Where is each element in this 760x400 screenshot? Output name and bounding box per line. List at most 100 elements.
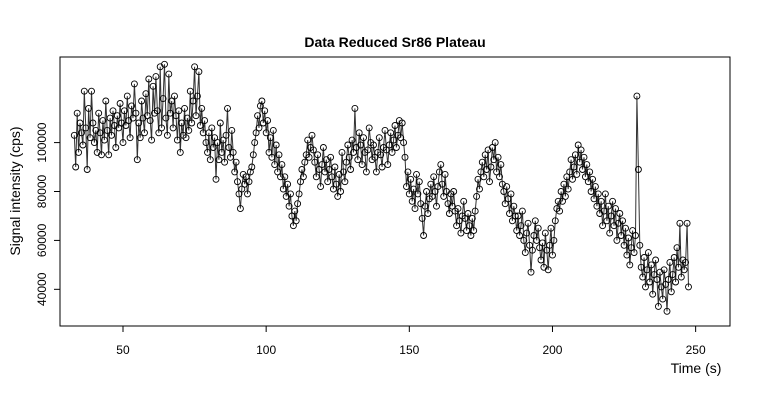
- data-point: [337, 188, 345, 195]
- data-point: [454, 205, 462, 213]
- data-point: [229, 148, 237, 156]
- data-point: [491, 139, 499, 147]
- data-point: [338, 148, 346, 156]
- data-point: [554, 197, 562, 205]
- data-point: [85, 104, 93, 112]
- data-point: [528, 246, 536, 254]
- data-point: [222, 131, 230, 139]
- data-point: [574, 141, 582, 149]
- data-point: [176, 148, 184, 156]
- data-point: [73, 109, 81, 117]
- data-point: [619, 217, 627, 225]
- data-point: [193, 92, 201, 100]
- data-point: [421, 202, 429, 210]
- data-point: [600, 207, 608, 215]
- data-point: [357, 141, 365, 149]
- data-point: [248, 163, 256, 171]
- data-point: [80, 87, 88, 95]
- data-point: [382, 146, 390, 154]
- data-point: [599, 222, 607, 230]
- data-point: [480, 173, 488, 181]
- data-point: [607, 212, 615, 220]
- data-point: [103, 126, 111, 134]
- data-point: [231, 168, 239, 176]
- data-point: [327, 153, 335, 161]
- data-point: [644, 249, 652, 257]
- data-point: [162, 114, 170, 122]
- data-point: [285, 202, 293, 210]
- data-point: [165, 70, 173, 78]
- data-point: [195, 68, 203, 76]
- data-point: [564, 185, 572, 193]
- data-point: [205, 129, 213, 137]
- data-point: [504, 195, 512, 203]
- data-point: [676, 219, 684, 227]
- data-point: [348, 136, 356, 144]
- y-axis-label: Signal intensity (cps): [7, 126, 23, 255]
- data-point: [255, 124, 263, 132]
- data-point: [198, 104, 206, 112]
- data-point: [626, 261, 634, 269]
- data-point: [304, 136, 312, 144]
- data-point: [182, 134, 190, 142]
- data-point: [461, 214, 469, 222]
- data-point: [620, 241, 628, 249]
- data-point: [115, 124, 123, 132]
- data-point: [649, 290, 657, 298]
- data-point: [516, 232, 524, 239]
- data-point: [370, 141, 377, 149]
- data-point: [261, 107, 269, 115]
- data-point: [355, 129, 363, 137]
- data-point: [315, 166, 323, 173]
- data-point: [433, 202, 440, 210]
- data-point: [550, 236, 558, 244]
- data-point: [510, 202, 518, 210]
- data-point: [675, 263, 682, 271]
- data-point: [202, 139, 210, 147]
- data-point: [128, 102, 136, 110]
- data-point: [680, 266, 688, 274]
- data-point: [486, 178, 493, 186]
- data-point: [650, 271, 658, 279]
- data-point: [344, 141, 352, 149]
- data-point: [232, 158, 240, 166]
- data-point: [547, 224, 555, 232]
- data-point: [390, 136, 398, 144]
- data-point: [511, 212, 519, 220]
- data-point: [642, 283, 649, 291]
- data-point: [672, 278, 680, 286]
- data-point: [561, 192, 569, 200]
- data-point: [630, 249, 638, 257]
- data-point: [560, 180, 568, 188]
- data-point: [549, 251, 556, 259]
- data-point: [215, 156, 223, 164]
- data-point: [319, 144, 327, 151]
- data-point: [132, 109, 140, 117]
- data-point: [398, 119, 406, 127]
- data-point: [209, 144, 217, 151]
- data-point: [424, 210, 432, 217]
- data-point: [591, 183, 599, 191]
- data-point: [152, 73, 160, 81]
- data-point: [186, 87, 194, 95]
- data-point: [571, 151, 579, 159]
- data-point: [408, 197, 416, 205]
- data-point: [96, 129, 104, 137]
- data-point: [616, 210, 624, 217]
- data-point: [418, 214, 426, 222]
- data-point: [225, 144, 233, 151]
- data-point: [108, 131, 115, 139]
- data-point: [149, 82, 157, 90]
- data-point: [99, 117, 107, 125]
- data-point: [577, 146, 585, 154]
- data-point: [493, 168, 501, 176]
- data-point: [113, 112, 121, 120]
- data-point: [639, 273, 647, 281]
- data-point: [228, 126, 236, 134]
- data-point: [272, 141, 280, 149]
- data-point: [212, 175, 220, 183]
- data-point: [178, 119, 186, 127]
- data-point: [351, 104, 359, 112]
- data-point: [420, 232, 428, 239]
- data-point: [329, 185, 337, 193]
